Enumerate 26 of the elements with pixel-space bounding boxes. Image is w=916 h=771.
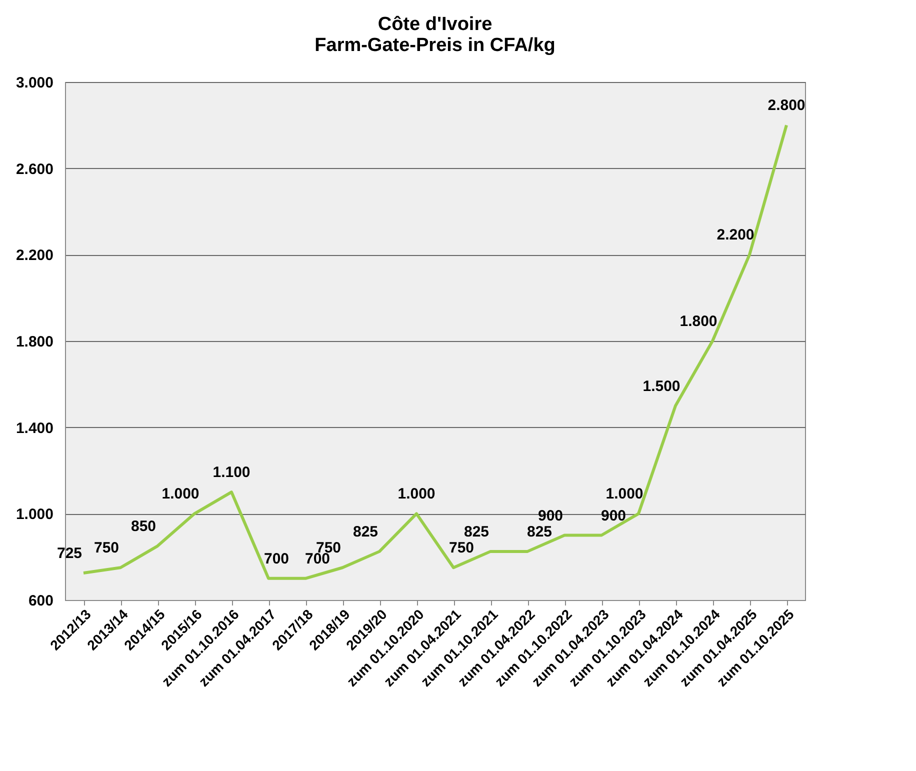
- data-label: 700: [264, 550, 290, 568]
- data-label: 825: [352, 523, 378, 540]
- y-tick-label: 1.400: [16, 420, 54, 437]
- data-label: 2.800: [768, 97, 806, 114]
- text: Farm-Gate-Preis in CFA/kg: [314, 35, 556, 56]
- data-label: 750: [94, 540, 120, 557]
- y-tick-label: 3.000: [16, 74, 54, 92]
- data-label: 1.000: [398, 486, 436, 503]
- data-label: 750: [448, 540, 474, 557]
- data-label: 725: [56, 545, 82, 562]
- data-label: 1.000: [606, 486, 644, 503]
- y-tick-label: 1.800: [16, 334, 54, 350]
- text: Côte d'Ivoire: [378, 14, 492, 35]
- data-label: 2.200: [716, 226, 754, 244]
- y-tick-label: 1.000: [16, 506, 54, 524]
- y-tick-label: 2.600: [16, 160, 54, 178]
- y-tick-label: 2.200: [16, 247, 54, 264]
- line-series: [82, 124, 788, 580]
- data-label: 825: [464, 523, 490, 540]
- data-label: 850: [130, 518, 156, 536]
- data-label: 825: [526, 523, 552, 540]
- y-tick-label: 600: [28, 592, 54, 610]
- data-label: 1.500: [642, 378, 680, 395]
- data-label: 1.800: [680, 313, 718, 330]
- data-label: 1.100: [212, 464, 250, 482]
- data-label: 1.000: [162, 486, 200, 503]
